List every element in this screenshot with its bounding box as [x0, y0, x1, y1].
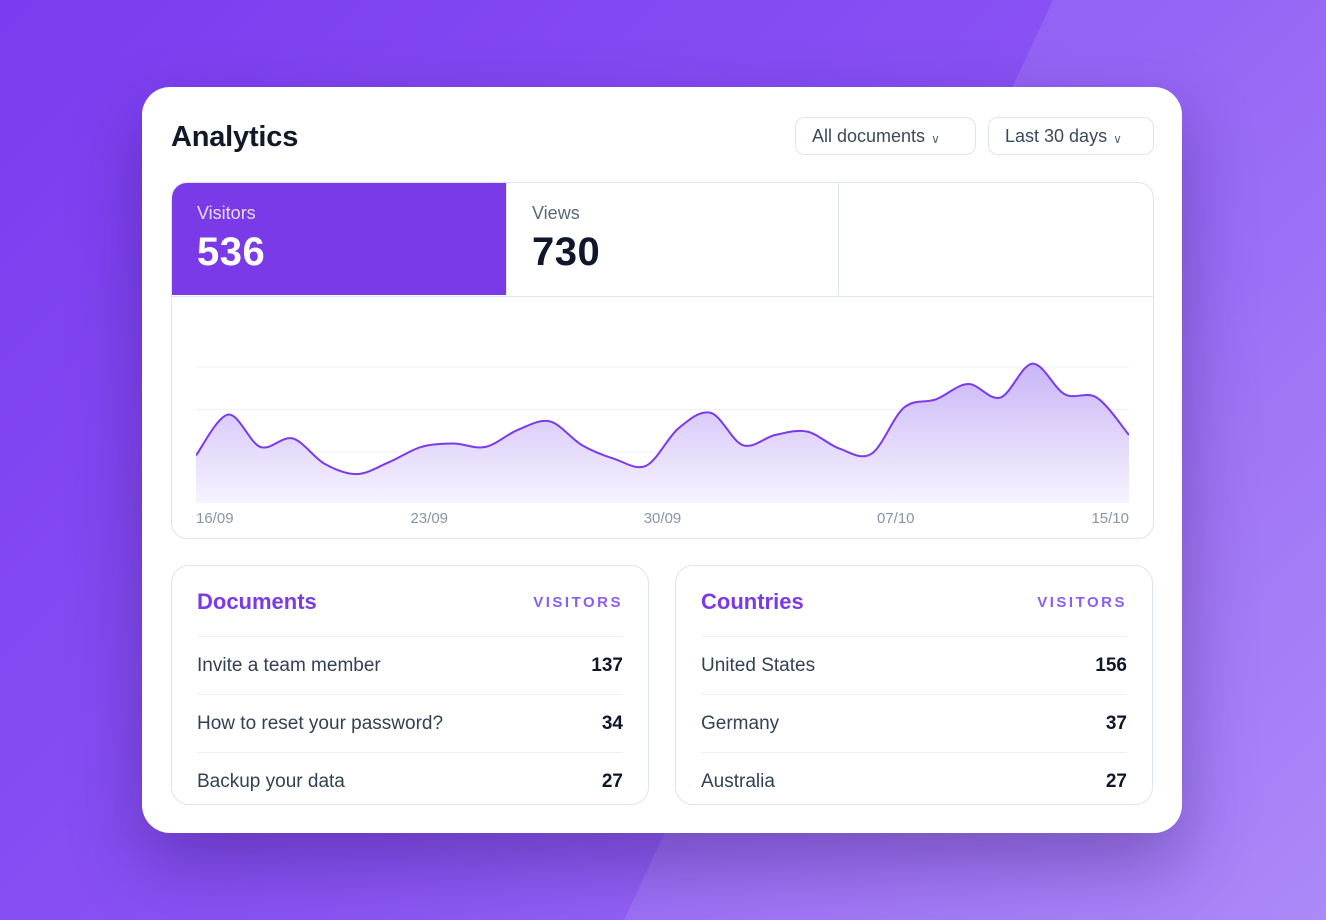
- tab-views-label: Views: [532, 203, 580, 223]
- x-tick-label: 30/09: [644, 510, 682, 525]
- document-name: How to reset your password?: [197, 712, 444, 734]
- visitors-area-chart: 16/09 23/09 30/09 07/10 15/10: [196, 362, 1129, 525]
- documents-title: Documents: [197, 589, 317, 614]
- stats-panel: Visitors 536 Views 730 16/09 2: [171, 182, 1154, 539]
- country-name: Australia: [701, 770, 775, 792]
- page-title: Analytics: [171, 121, 299, 153]
- tab-visitors[interactable]: Visitors 536: [172, 183, 506, 295]
- country-visitors: 156: [1095, 654, 1127, 676]
- tab-views-value: 730: [532, 230, 601, 274]
- table-row[interactable]: Backup your data 27: [197, 752, 623, 810]
- tab-empty-slot: [838, 183, 1153, 295]
- tab-visitors-value: 536: [197, 230, 266, 274]
- x-tick-label: 15/10: [1091, 510, 1129, 525]
- countries-title: Countries: [701, 589, 804, 614]
- table-row[interactable]: Germany 37: [701, 694, 1127, 752]
- tab-visitors-label: Visitors: [197, 203, 256, 223]
- chevron-down-icon: ∨: [1113, 132, 1122, 146]
- chart-area: [196, 363, 1129, 503]
- date-range-label: Last 30 days: [1005, 125, 1108, 146]
- analytics-card: Analytics All documents ∨ Last 30 days ∨…: [142, 87, 1182, 833]
- countries-panel-header: Countries VISITORS: [701, 566, 1127, 636]
- x-tick-label: 16/09: [196, 510, 234, 525]
- table-row[interactable]: United States 156: [701, 636, 1127, 694]
- table-row[interactable]: Invite a team member 137: [197, 636, 623, 694]
- country-visitors: 37: [1105, 712, 1127, 734]
- chart-line: [196, 362, 1129, 476]
- x-tick-label: 07/10: [877, 510, 915, 525]
- metric-tabs: Visitors 536 Views 730: [172, 183, 1153, 297]
- document-name: Invite a team member: [197, 654, 381, 676]
- document-visitors: 27: [601, 770, 623, 792]
- country-visitors: 27: [1105, 770, 1127, 792]
- visitors-chart: 16/09 23/09 30/09 07/10 15/10: [196, 313, 1129, 525]
- document-name: Backup your data: [197, 770, 345, 792]
- documents-filter-dropdown[interactable]: All documents ∨: [795, 117, 976, 155]
- documents-filter-label: All documents: [812, 125, 926, 146]
- table-row[interactable]: How to reset your password? 34: [197, 694, 623, 752]
- document-visitors: 137: [591, 654, 623, 676]
- tab-views[interactable]: Views 730: [506, 183, 839, 295]
- documents-panel: Documents VISITORS Invite a team member …: [171, 565, 649, 805]
- documents-panel-header: Documents VISITORS: [197, 566, 623, 636]
- country-name: Germany: [701, 712, 780, 734]
- documents-column-header: VISITORS: [533, 593, 623, 611]
- countries-column-header: VISITORS: [1037, 593, 1127, 611]
- date-range-dropdown[interactable]: Last 30 days ∨: [988, 117, 1154, 155]
- table-row[interactable]: Australia 27: [701, 752, 1127, 810]
- countries-panel: Countries VISITORS United States 156 Ger…: [675, 565, 1153, 805]
- chevron-down-icon: ∨: [931, 132, 940, 146]
- x-axis-ticks: 16/09 23/09 30/09 07/10 15/10: [196, 510, 1129, 525]
- x-tick-label: 23/09: [410, 510, 448, 525]
- document-visitors: 34: [601, 712, 623, 734]
- country-name: United States: [701, 654, 816, 676]
